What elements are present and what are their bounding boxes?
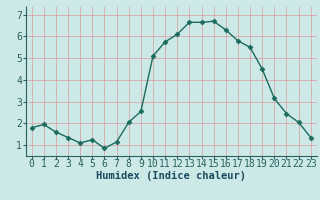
X-axis label: Humidex (Indice chaleur): Humidex (Indice chaleur) — [96, 171, 246, 181]
